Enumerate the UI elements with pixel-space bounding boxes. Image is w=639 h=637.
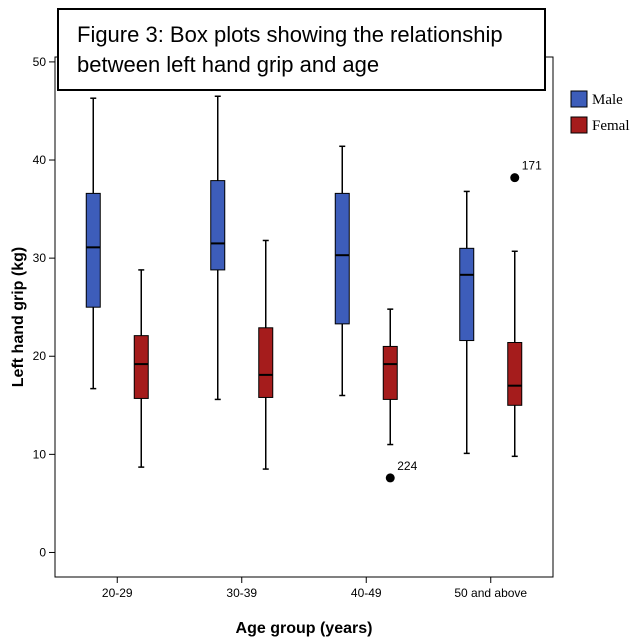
x-tick-label: 30-39: [226, 586, 257, 600]
legend-label: Male: [592, 92, 623, 108]
x-axis-label: Age group (years): [236, 620, 373, 637]
box-male: [334, 192, 350, 325]
chart-title: Figure 3: Box plots showing the relation…: [57, 8, 546, 91]
chart-title-line-2: between left hand grip and age: [77, 52, 380, 77]
y-tick-label: 40: [33, 153, 47, 167]
legend-swatch: [570, 116, 588, 134]
x-tick-label: 40-49: [351, 586, 382, 600]
legend-label: Femal: [592, 118, 630, 134]
box-male: [459, 247, 475, 342]
legend-swatch: [570, 90, 588, 108]
y-tick-label: 50: [33, 55, 47, 69]
plot-frame: [54, 56, 554, 578]
box-female: [133, 335, 149, 399]
y-tick-label: 30: [33, 251, 47, 265]
box-female: [258, 327, 274, 398]
outlier-label: 224: [397, 459, 417, 473]
x-tick-label: 50 and above: [454, 586, 527, 600]
box-female: [507, 342, 523, 406]
box-female: [382, 345, 398, 400]
chart-title-line-1: Figure 3: Box plots showing the relation…: [77, 22, 503, 47]
outlier-label: 171: [522, 159, 542, 173]
x-tick-label: 20-29: [102, 586, 133, 600]
y-tick-label: 0: [39, 545, 46, 559]
outlier-point: [385, 473, 395, 483]
box-male: [85, 192, 101, 308]
y-tick-label: 20: [33, 349, 47, 363]
box-male: [210, 180, 226, 271]
outlier-point: [510, 173, 520, 183]
y-axis-label: Left hand grip (kg): [10, 247, 27, 387]
y-tick-label: 10: [33, 447, 47, 461]
